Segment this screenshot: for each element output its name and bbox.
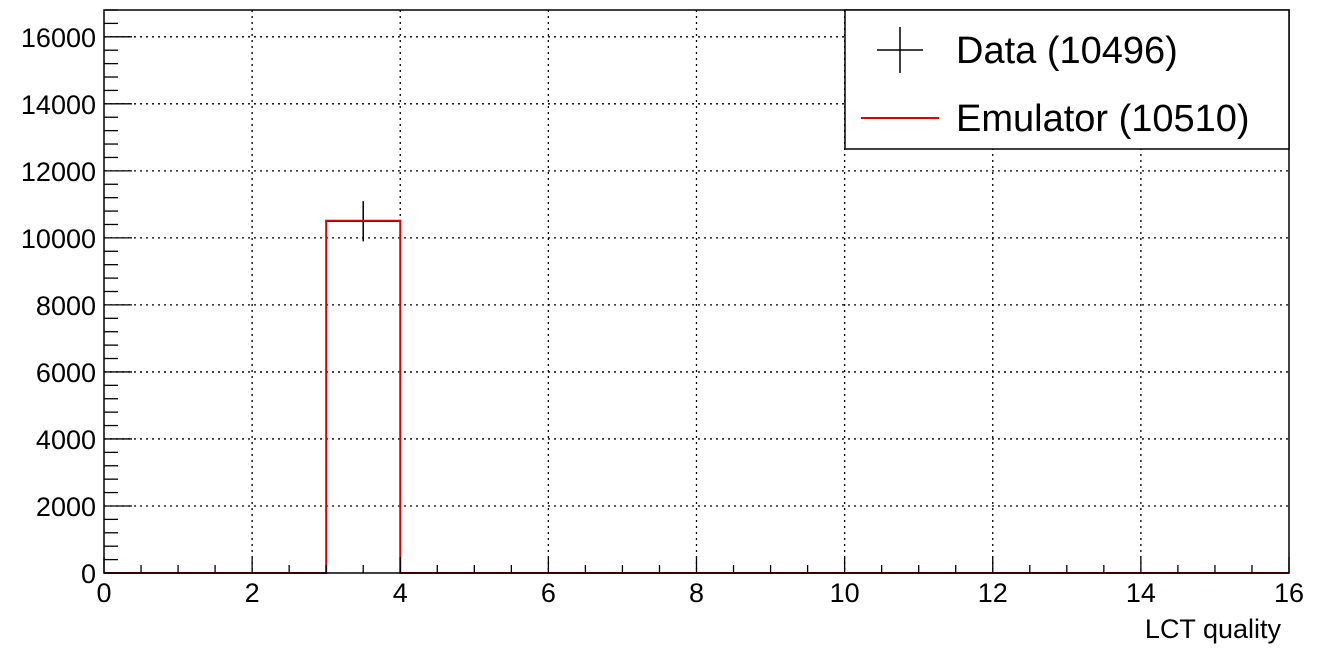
legend: Data (10496) Emulator (10510) (844, 9, 1290, 150)
x-tick-label: 2 (245, 578, 260, 608)
legend-marker-data (877, 27, 923, 73)
x-axis-title: LCT quality (1145, 614, 1282, 644)
legend-label-emulator: Emulator (10510) (956, 98, 1250, 140)
x-tick-label: 4 (393, 578, 408, 608)
y-tick-label: 2000 (36, 492, 96, 522)
y-tick-label: 12000 (21, 157, 96, 187)
y-tick-label: 6000 (36, 358, 96, 388)
x-tick-label: 12 (978, 578, 1008, 608)
x-tick-label: 16 (1274, 578, 1304, 608)
x-tick-label: 8 (689, 578, 704, 608)
x-tick-label: 6 (541, 578, 556, 608)
y-tick-label: 10000 (21, 224, 96, 254)
legend-label-data: Data (10496) (956, 30, 1178, 72)
y-tick-label: 14000 (21, 90, 96, 120)
axis-tick-labels: 0 2 4 6 8 10 12 14 16 0 2000 4000 6000 8000 10000 12000… (21, 23, 1304, 608)
x-tick-label: 10 (830, 578, 860, 608)
y-tick-label: 4000 (36, 425, 96, 455)
x-tick-label: 0 (96, 578, 111, 608)
y-tick-label: 16000 (21, 23, 96, 53)
y-tick-label: 8000 (36, 291, 96, 321)
y-tick-label: 0 (81, 559, 96, 589)
x-tick-label: 14 (1126, 578, 1156, 608)
axis-ticks (103, 9, 1290, 574)
legend-box (844, 9, 1290, 150)
